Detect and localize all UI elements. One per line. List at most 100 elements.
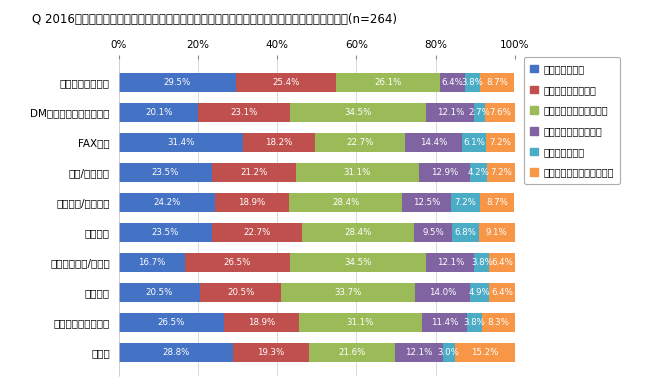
Text: 23.5%: 23.5% — [152, 168, 179, 177]
Bar — [462, 133, 486, 152]
Text: 12.1%: 12.1% — [437, 108, 464, 117]
Bar — [490, 283, 515, 302]
Text: 23.5%: 23.5% — [152, 228, 179, 237]
Text: 9.1%: 9.1% — [486, 228, 508, 237]
Text: 22.7%: 22.7% — [243, 228, 271, 237]
Text: 3.0%: 3.0% — [438, 348, 459, 357]
Text: 20.5%: 20.5% — [146, 288, 173, 297]
Text: 12.1%: 12.1% — [437, 258, 464, 267]
Text: 3.8%: 3.8% — [461, 78, 483, 87]
Bar — [119, 103, 199, 122]
Bar — [119, 73, 236, 92]
Bar — [405, 133, 462, 152]
Bar — [290, 193, 402, 212]
Bar — [233, 343, 310, 362]
Bar — [443, 343, 455, 362]
Text: 25.4%: 25.4% — [272, 78, 300, 87]
Bar — [119, 223, 212, 242]
Text: 18.9%: 18.9% — [238, 198, 266, 207]
Bar — [451, 193, 480, 212]
Bar — [419, 163, 470, 182]
Text: Q 2016年に実施したオフラインでのマーケティング施策とその効果についてお答えください。(n=264): Q 2016年に実施したオフラインでのマーケティング施策とその効果についてお答え… — [32, 13, 397, 26]
Bar — [480, 73, 514, 92]
Bar — [281, 283, 414, 302]
Bar — [214, 193, 290, 212]
Text: 8.3%: 8.3% — [488, 318, 510, 327]
Text: 6.1%: 6.1% — [463, 138, 485, 147]
Text: 6.8%: 6.8% — [454, 228, 477, 237]
Legend: 実施していない, 十分に効果はあった, それなりに効果はあった, あまり効果はなかった, 効果はなかった, わからない・答えられない: 実施していない, 十分に効果はあった, それなりに効果はあった, あまり効果はな… — [523, 57, 620, 184]
Bar — [475, 103, 485, 122]
Bar — [236, 73, 336, 92]
Bar — [465, 73, 480, 92]
Text: 3.8%: 3.8% — [463, 318, 485, 327]
Text: 12.5%: 12.5% — [413, 198, 440, 207]
Bar — [395, 343, 443, 362]
Text: 14.0%: 14.0% — [428, 288, 456, 297]
Bar — [290, 253, 426, 272]
Text: 8.7%: 8.7% — [486, 78, 508, 87]
Bar — [414, 283, 470, 302]
Text: 34.5%: 34.5% — [345, 258, 372, 267]
Text: 8.7%: 8.7% — [486, 198, 508, 207]
Text: 7.2%: 7.2% — [455, 198, 477, 207]
Text: 31.1%: 31.1% — [346, 318, 374, 327]
Bar — [119, 133, 243, 152]
Bar — [490, 253, 515, 272]
Bar — [302, 223, 414, 242]
Bar — [485, 103, 515, 122]
Text: 12.1%: 12.1% — [405, 348, 432, 357]
Bar — [452, 223, 478, 242]
Bar — [296, 163, 419, 182]
Text: 34.5%: 34.5% — [345, 108, 372, 117]
Bar — [426, 253, 475, 272]
Bar — [402, 193, 451, 212]
Text: 26.5%: 26.5% — [224, 258, 251, 267]
Text: 31.4%: 31.4% — [167, 138, 195, 147]
Bar — [119, 163, 212, 182]
Bar — [298, 313, 422, 332]
Bar — [455, 343, 515, 362]
Text: 24.2%: 24.2% — [153, 198, 180, 207]
Text: 21.2%: 21.2% — [240, 168, 267, 177]
Text: 4.9%: 4.9% — [469, 288, 490, 297]
Text: 28.8%: 28.8% — [162, 348, 189, 357]
Text: 31.1%: 31.1% — [344, 168, 371, 177]
Bar — [467, 313, 482, 332]
Bar — [243, 133, 315, 152]
Text: 18.9%: 18.9% — [248, 318, 275, 327]
Text: 22.7%: 22.7% — [346, 138, 374, 147]
Bar — [414, 223, 452, 242]
Bar — [315, 133, 405, 152]
Text: 14.4%: 14.4% — [420, 138, 447, 147]
Bar — [119, 283, 200, 302]
Text: 33.7%: 33.7% — [334, 288, 362, 297]
Bar — [336, 73, 440, 92]
Bar — [486, 163, 515, 182]
Text: 15.2%: 15.2% — [471, 348, 498, 357]
Bar — [200, 283, 281, 302]
Bar — [212, 223, 302, 242]
Bar — [119, 343, 233, 362]
Text: 6.4%: 6.4% — [491, 288, 513, 297]
Text: 6.4%: 6.4% — [442, 78, 463, 87]
Bar — [185, 253, 290, 272]
Text: 11.4%: 11.4% — [430, 318, 458, 327]
Text: 2.7%: 2.7% — [469, 108, 490, 117]
Text: 23.1%: 23.1% — [230, 108, 258, 117]
Text: 12.9%: 12.9% — [431, 168, 458, 177]
Bar — [480, 193, 514, 212]
Text: 26.1%: 26.1% — [374, 78, 401, 87]
Text: 29.5%: 29.5% — [164, 78, 191, 87]
Bar — [119, 313, 224, 332]
Bar — [440, 73, 465, 92]
Bar — [224, 313, 298, 332]
Bar — [470, 163, 486, 182]
Text: 4.2%: 4.2% — [467, 168, 489, 177]
Text: 28.4%: 28.4% — [345, 228, 372, 237]
Text: 16.7%: 16.7% — [138, 258, 166, 267]
Text: 19.3%: 19.3% — [257, 348, 284, 357]
Bar — [426, 103, 475, 122]
Text: 9.5%: 9.5% — [422, 228, 444, 237]
Bar — [290, 103, 426, 122]
